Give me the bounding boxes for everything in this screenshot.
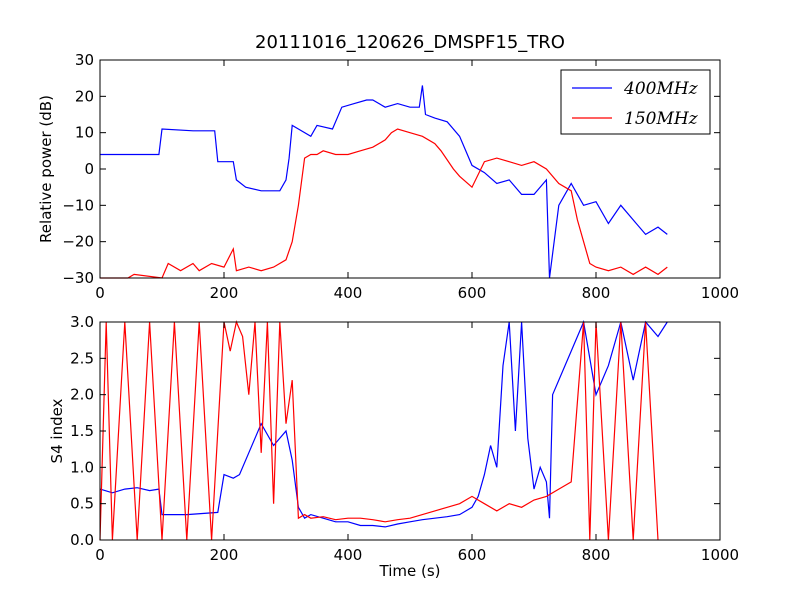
- bottom-y-tick-label: 1.0: [70, 458, 94, 476]
- top-x-tick-label: 1000: [701, 284, 739, 302]
- top-y-tick-label: −10: [62, 196, 94, 214]
- legend-label-150mhz: 150MHz: [624, 109, 699, 129]
- top-series-400mhz-line: [100, 85, 668, 279]
- top-plot-lines: [100, 85, 668, 279]
- top-panel: 0 200 400 600 800 1000 −30 −20 −10 0 10 20 30 Relati…: [37, 51, 739, 302]
- bottom-panel: 0 200 400 600 800 1000 0.0 0.5 1.0 1.5 2.0 2.5 3.0 S…: [48, 313, 739, 580]
- top-series-150mhz-line: [100, 128, 668, 279]
- bottom-series-150mhz-line: [99, 320, 659, 541]
- bottom-series-400mhz-line: [99, 319, 668, 528]
- bottom-y-tick-label: 0.0: [70, 531, 94, 549]
- bottom-y-tick-label: 1.5: [70, 422, 94, 440]
- bottom-x-tick-label: 600: [458, 546, 487, 564]
- top-x-tick-label: 200: [210, 284, 239, 302]
- top-y-tick-label: −30: [62, 269, 94, 287]
- bottom-x-tick-label: 0: [95, 546, 105, 564]
- bottom-ticks: 0 200 400 600 800 1000 0.0 0.5 1.0 1.5 2.0 2.5 3.0: [70, 313, 739, 564]
- bottom-y-tick-label: 2.0: [70, 386, 94, 404]
- top-y-axis-label: Relative power (dB): [37, 95, 55, 243]
- bottom-y-tick-label: 3.0: [70, 313, 94, 331]
- figure-title: 20111016_120626_DMSPF15_TRO: [255, 32, 565, 53]
- bottom-x-tick-label: 800: [582, 546, 611, 564]
- bottom-x-tick-label: 400: [334, 546, 363, 564]
- bottom-y-tick-label: 2.5: [70, 349, 94, 367]
- top-x-tick-label: 800: [582, 284, 611, 302]
- legend: 400MHz 150MHz: [560, 69, 711, 135]
- top-y-tick-label: 20: [75, 87, 94, 105]
- top-y-tick-label: −20: [62, 233, 94, 251]
- bottom-y-axis-label: S4 index: [48, 398, 66, 463]
- x-axis-label: Time (s): [379, 562, 441, 580]
- legend-label-400mhz: 400MHz: [623, 79, 699, 99]
- bottom-x-tick-label: 200: [210, 546, 239, 564]
- bottom-plot-lines: [99, 319, 668, 541]
- top-x-tick-label: 600: [458, 284, 487, 302]
- top-x-tick-label: 0: [95, 284, 105, 302]
- top-y-tick-label: 30: [75, 51, 94, 69]
- top-y-tick-label: 0: [84, 160, 94, 178]
- top-ticks: 0 200 400 600 800 1000 −30 −20 −10 0 10 20 30: [62, 51, 739, 302]
- legend-box: [560, 69, 711, 135]
- bottom-x-tick-label: 1000: [701, 546, 739, 564]
- top-y-tick-label: 10: [75, 124, 94, 142]
- bottom-y-tick-label: 0.5: [70, 495, 94, 513]
- top-x-tick-label: 400: [334, 284, 363, 302]
